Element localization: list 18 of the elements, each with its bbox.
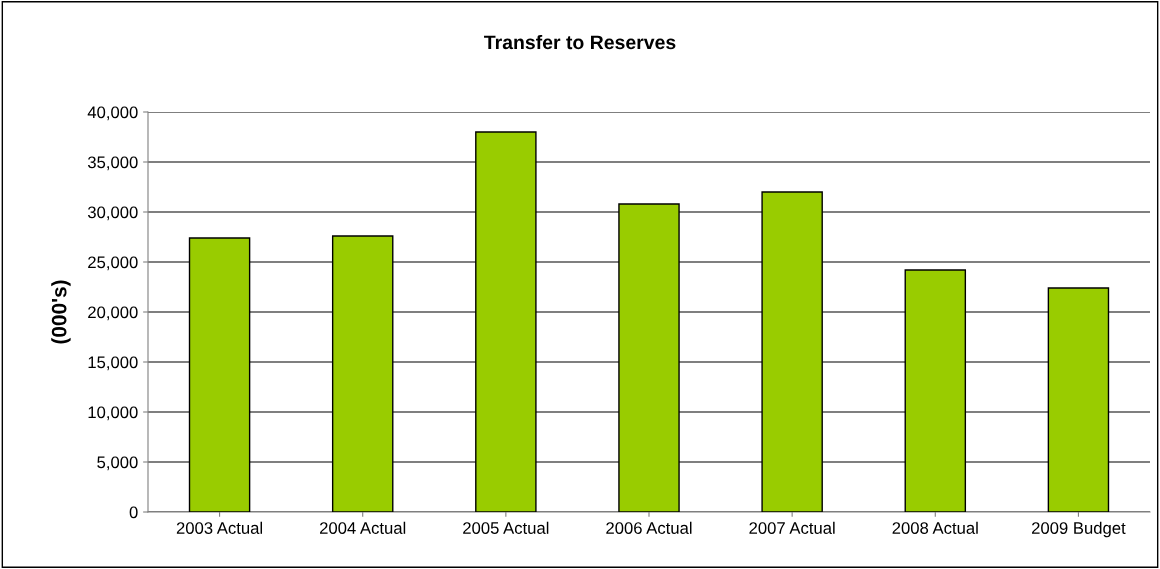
x-tick-label: 2003 Actual [176, 521, 263, 534]
x-tick-label: 2004 Actual [320, 521, 406, 534]
x-tick-label: 2009 Budget [1032, 521, 1126, 538]
y-tick-label: 25,000 [88, 256, 138, 271]
x-tick-label: 2007 Actual [749, 521, 835, 534]
y-tick-label: 20,000 [88, 306, 138, 321]
y-tick-label: 0 [129, 506, 138, 519]
x-tick-label: 2006 Actual [606, 521, 692, 534]
y-tick-label: 10,000 [88, 406, 138, 421]
x-tick-label: 2005 Actual [463, 521, 549, 534]
chart-title: Transfer to Reserves [484, 34, 676, 50]
y-tick-label: 5,000 [97, 456, 138, 471]
y-tick-label: 15,000 [88, 356, 138, 371]
x-tick-label: 2008 Actual [892, 521, 978, 534]
y-tick-label: 35,000 [87, 156, 138, 171]
y-axis-title: (000's) [51, 280, 71, 344]
y-tick-label: 30,000 [87, 206, 138, 221]
y-tick-label: 40,000 [87, 106, 138, 121]
